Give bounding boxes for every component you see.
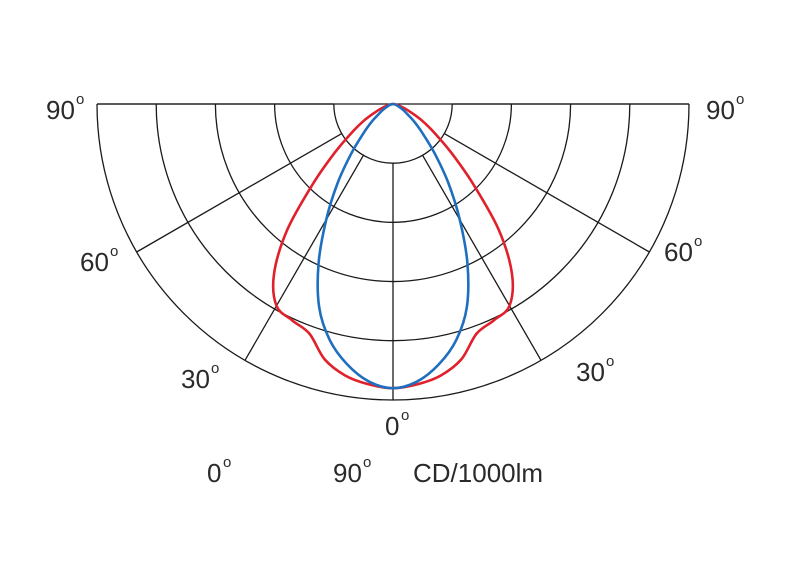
polar-spoke (422, 154, 542, 361)
legend-item-90: 90 (333, 458, 362, 488)
polar-spoke (244, 154, 364, 361)
polar-spoke (136, 133, 343, 253)
polar-grid (96, 103, 690, 401)
degree-symbol: o (694, 233, 702, 250)
polar-spoke (443, 133, 650, 253)
degree-symbol: o (363, 454, 371, 471)
angle-label-right-30: 30 (576, 357, 605, 387)
angle-label-bottom-0: 0 (385, 411, 399, 441)
degree-symbol: o (110, 243, 118, 260)
intensity-curves (271, 102, 515, 390)
angle-label-left-90: 90 (46, 95, 75, 125)
degree-symbol: o (401, 407, 409, 424)
unit-label: CD/1000lm (413, 458, 543, 488)
legend-item-0: 0 (207, 458, 221, 488)
angle-label-left-60: 60 (80, 247, 109, 277)
degree-symbol: o (736, 91, 744, 108)
degree-symbol: o (606, 353, 614, 370)
degree-symbol: o (211, 360, 219, 377)
angle-label-right-90: 90 (706, 95, 735, 125)
degree-symbol: o (76, 91, 84, 108)
degree-symbol: o (223, 454, 231, 471)
angle-label-left-30: 30 (181, 364, 210, 394)
series-line-blue (316, 102, 470, 390)
angle-label-right-60: 60 (664, 237, 693, 267)
